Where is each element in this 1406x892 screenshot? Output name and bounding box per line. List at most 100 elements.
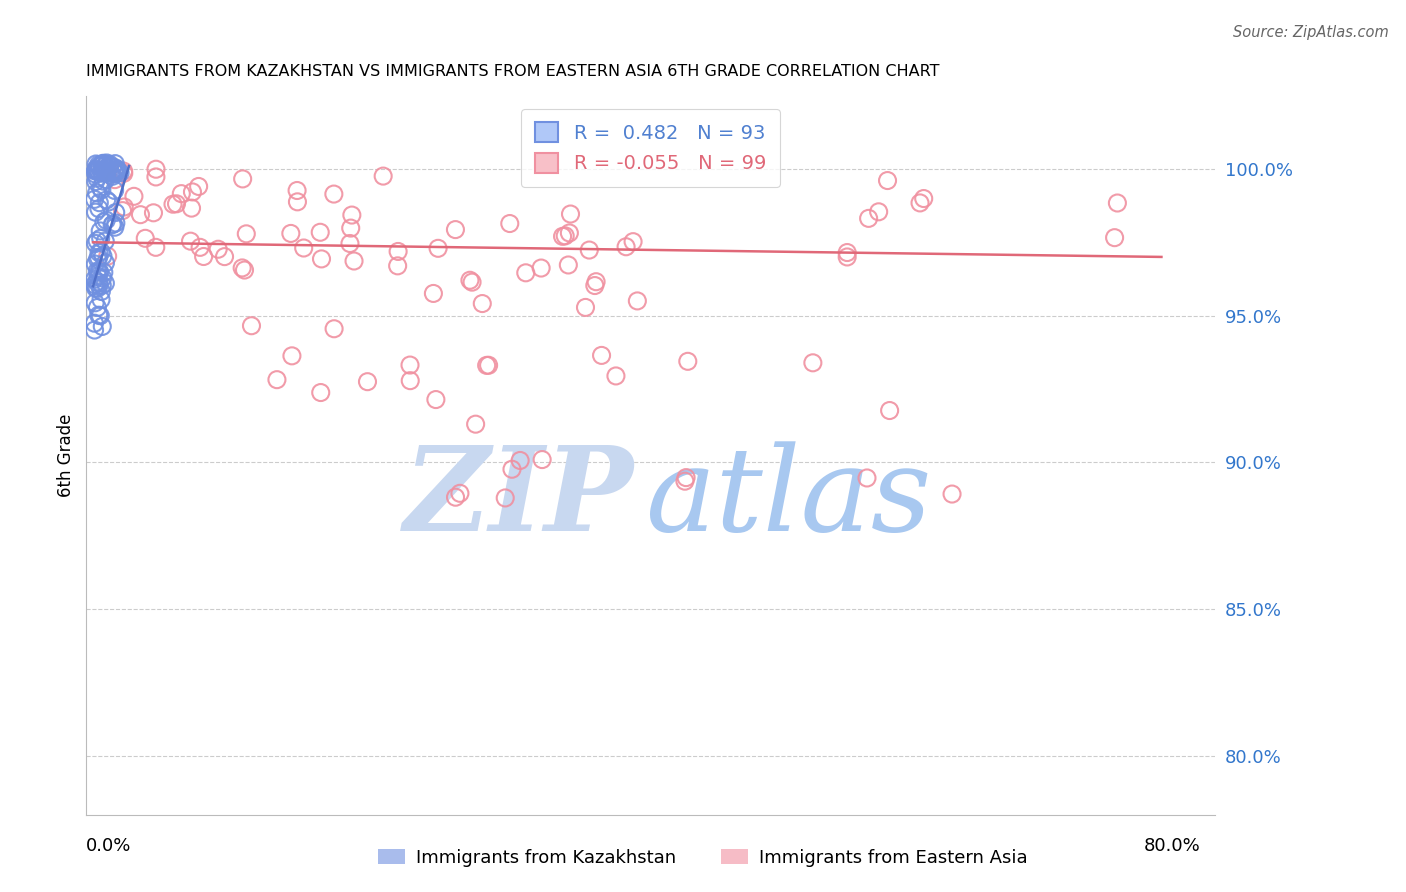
Point: [422, 286, 444, 301]
Point: [86, 282, 108, 296]
Text: Source: ZipAtlas.com: Source: ZipAtlas.com: [1233, 25, 1389, 40]
Point: [605, 368, 627, 383]
Point: [478, 358, 501, 372]
Point: [96, 162, 118, 177]
Point: [86, 264, 108, 278]
Point: [84, 161, 107, 176]
Text: ZIP: ZIP: [404, 441, 634, 556]
Point: [90, 164, 112, 178]
Point: [86, 301, 108, 315]
Point: [309, 385, 332, 400]
Point: [240, 318, 263, 333]
Point: [387, 244, 409, 259]
Point: [86, 163, 108, 178]
Point: [166, 196, 188, 211]
Point: [509, 453, 531, 467]
Legend: R =  0.482   N = 93, R = -0.055   N = 99: R = 0.482 N = 93, R = -0.055 N = 99: [522, 109, 780, 186]
Point: [96, 156, 118, 170]
Point: [231, 260, 253, 275]
Point: [87, 308, 110, 322]
Point: [91, 278, 114, 293]
Point: [87, 163, 110, 178]
Point: [464, 417, 486, 432]
Point: [104, 183, 127, 197]
Point: [94, 234, 117, 248]
Point: [89, 195, 111, 210]
Text: atlas: atlas: [645, 441, 931, 556]
Point: [84, 157, 107, 171]
Point: [458, 273, 481, 287]
Point: [285, 184, 308, 198]
Point: [675, 470, 697, 484]
Point: [86, 252, 108, 267]
Point: [98, 157, 121, 171]
Point: [104, 161, 127, 175]
Point: [499, 217, 522, 231]
Point: [101, 218, 124, 232]
Point: [475, 359, 498, 373]
Point: [93, 265, 115, 279]
Point: [425, 392, 447, 407]
Point: [89, 278, 111, 293]
Point: [444, 222, 467, 236]
Point: [112, 164, 135, 178]
Point: [91, 271, 114, 285]
Point: [591, 348, 613, 362]
Point: [471, 296, 494, 310]
Point: [93, 215, 115, 229]
Point: [91, 157, 114, 171]
Point: [100, 166, 122, 180]
Point: [583, 278, 606, 293]
Point: [1104, 230, 1126, 244]
Point: [531, 452, 554, 467]
Point: [399, 374, 422, 388]
Point: [557, 258, 579, 272]
Point: [83, 316, 105, 330]
Point: [339, 236, 361, 251]
Point: [323, 322, 346, 336]
Point: [858, 211, 880, 226]
Point: [856, 471, 879, 485]
Point: [343, 254, 366, 268]
Point: [87, 202, 110, 216]
Point: [134, 231, 156, 245]
Point: [84, 295, 107, 310]
Point: [86, 186, 108, 200]
Point: [97, 194, 120, 209]
Point: [93, 156, 115, 170]
Point: [444, 490, 467, 504]
Point: [84, 167, 107, 181]
Point: [104, 220, 127, 235]
Point: [84, 175, 107, 189]
Point: [281, 349, 304, 363]
Point: [145, 169, 167, 184]
Point: [207, 242, 229, 256]
Point: [287, 194, 309, 209]
Point: [107, 164, 129, 178]
Point: [91, 157, 114, 171]
Point: [96, 166, 118, 180]
Point: [87, 269, 110, 284]
Point: [129, 208, 152, 222]
Point: [292, 241, 315, 255]
Point: [235, 227, 257, 241]
Point: [94, 256, 117, 270]
Point: [188, 240, 211, 254]
Point: [108, 166, 131, 180]
Point: [180, 201, 202, 215]
Point: [801, 356, 824, 370]
Point: [91, 166, 114, 180]
Point: [515, 266, 537, 280]
Point: [89, 160, 111, 174]
Point: [90, 183, 112, 197]
Text: 80.0%: 80.0%: [1144, 837, 1201, 855]
Point: [233, 263, 256, 277]
Point: [83, 323, 105, 337]
Point: [105, 162, 128, 177]
Point: [105, 162, 128, 177]
Point: [86, 234, 108, 248]
Point: [837, 245, 859, 260]
Point: [86, 171, 108, 186]
Point: [112, 200, 135, 214]
Point: [181, 185, 204, 199]
